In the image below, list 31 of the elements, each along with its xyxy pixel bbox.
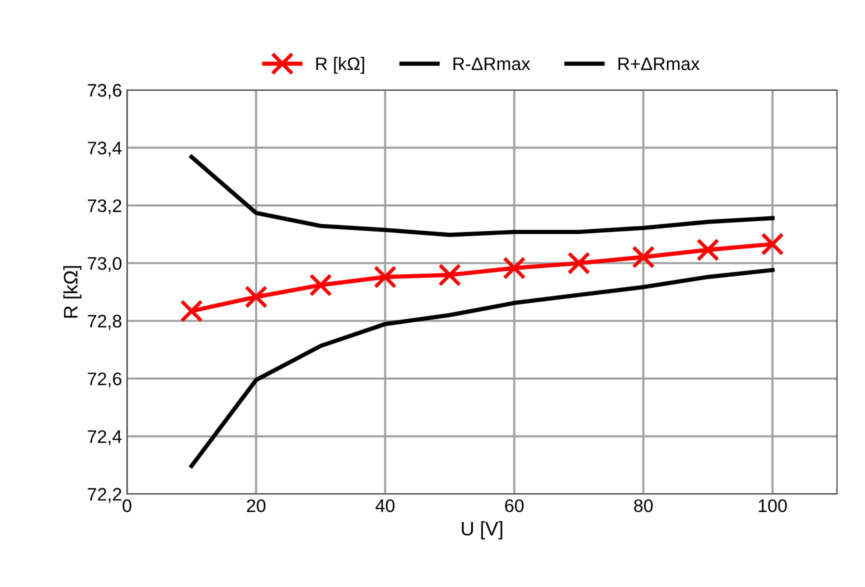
x-tick-label: 20 — [246, 499, 266, 512]
line-series — [189, 268, 775, 468]
x-axis-title: U [V] — [462, 521, 502, 540]
point — [502, 256, 526, 280]
point — [760, 232, 784, 256]
legend-label: R+ΔRmax — [618, 58, 700, 70]
y-tick-label: 73,6 — [88, 84, 122, 99]
y-tick-label: 72,2 — [88, 488, 122, 503]
y-tick-label: 72,6 — [88, 372, 122, 388]
y-tick-label: 73,4 — [88, 142, 122, 157]
line-series — [189, 154, 775, 237]
x-tick-label: 100 — [758, 499, 787, 512]
x-tick-label: 0 — [122, 499, 132, 512]
x-tick-label: 40 — [376, 499, 395, 512]
point — [632, 246, 655, 269]
y-axis-title: R [kΩ] — [63, 266, 82, 318]
point — [438, 264, 462, 286]
legend-label: R [kΩ] — [316, 56, 364, 74]
y-tick-label: 73,2 — [88, 199, 122, 214]
y-tick-label: 72,8 — [88, 314, 122, 330]
point — [309, 274, 332, 297]
x-tick-label: 80 — [634, 499, 653, 512]
point — [696, 238, 720, 262]
y-tick-label: 72,4 — [88, 430, 122, 446]
point — [180, 300, 204, 323]
legend-label: R-ΔRmax — [454, 58, 530, 70]
point — [374, 266, 397, 288]
y-tick-label: 73,0 — [88, 257, 122, 272]
point — [567, 252, 590, 275]
point — [244, 285, 268, 308]
x-tick-label: 60 — [505, 499, 524, 512]
